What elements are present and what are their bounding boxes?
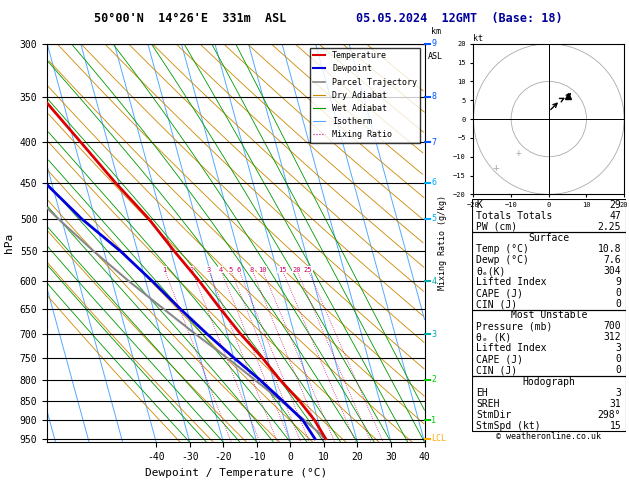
Text: 7.6: 7.6 <box>604 255 621 265</box>
Text: Temp (°C): Temp (°C) <box>476 244 529 254</box>
Text: 2: 2 <box>189 267 194 273</box>
Text: 8: 8 <box>431 92 436 101</box>
Text: 0: 0 <box>615 288 621 298</box>
Text: 304: 304 <box>604 266 621 276</box>
Text: +: + <box>516 148 521 158</box>
Text: Pressure (mb): Pressure (mb) <box>476 321 553 331</box>
Text: km: km <box>431 27 440 36</box>
Text: 5: 5 <box>431 214 436 223</box>
Text: 2.25: 2.25 <box>598 222 621 232</box>
Text: +: + <box>493 163 499 173</box>
Text: Hodograph: Hodograph <box>522 377 576 386</box>
Text: kt: kt <box>474 34 484 43</box>
Text: 5: 5 <box>228 267 233 273</box>
Text: 298°: 298° <box>598 410 621 419</box>
Text: 05.05.2024  12GMT  (Base: 18): 05.05.2024 12GMT (Base: 18) <box>356 12 562 25</box>
Text: CIN (J): CIN (J) <box>476 299 518 309</box>
Text: 3: 3 <box>431 330 436 339</box>
Text: 15: 15 <box>278 267 286 273</box>
X-axis label: Dewpoint / Temperature (°C): Dewpoint / Temperature (°C) <box>145 468 327 478</box>
Text: 4: 4 <box>218 267 223 273</box>
Text: EH: EH <box>476 387 488 398</box>
Text: 1: 1 <box>162 267 167 273</box>
Text: © weatheronline.co.uk: © weatheronline.co.uk <box>496 432 601 441</box>
Text: 3: 3 <box>615 387 621 398</box>
Text: CAPE (J): CAPE (J) <box>476 354 523 364</box>
Text: 6: 6 <box>237 267 241 273</box>
Text: 0: 0 <box>615 299 621 309</box>
Text: 31: 31 <box>610 399 621 409</box>
Text: StmDir: StmDir <box>476 410 511 419</box>
Text: 50°00'N  14°26'E  331m  ASL: 50°00'N 14°26'E 331m ASL <box>94 12 287 25</box>
Text: 8: 8 <box>250 267 254 273</box>
Text: 29: 29 <box>610 200 621 210</box>
Text: Lifted Index: Lifted Index <box>476 344 547 353</box>
Text: 6: 6 <box>431 178 436 187</box>
Text: K: K <box>476 200 482 210</box>
Text: StmSpd (kt): StmSpd (kt) <box>476 421 541 431</box>
Text: 4: 4 <box>431 277 436 286</box>
Text: Totals Totals: Totals Totals <box>476 211 553 221</box>
Text: Dewp (°C): Dewp (°C) <box>476 255 529 265</box>
Text: 9: 9 <box>615 277 621 287</box>
Text: 15: 15 <box>610 421 621 431</box>
Text: 3: 3 <box>206 267 211 273</box>
Text: Most Unstable: Most Unstable <box>511 310 587 320</box>
Text: 9: 9 <box>431 39 436 48</box>
Text: 7: 7 <box>431 138 436 147</box>
Text: ASL: ASL <box>428 52 443 61</box>
Text: CAPE (J): CAPE (J) <box>476 288 523 298</box>
Text: 20: 20 <box>292 267 301 273</box>
Legend: Temperature, Dewpoint, Parcel Trajectory, Dry Adiabat, Wet Adiabat, Isotherm, Mi: Temperature, Dewpoint, Parcel Trajectory… <box>309 48 420 142</box>
Bar <box>472 199 626 232</box>
Bar <box>472 232 626 310</box>
Text: PW (cm): PW (cm) <box>476 222 518 232</box>
Bar <box>472 376 626 431</box>
Text: 312: 312 <box>604 332 621 342</box>
Bar <box>472 310 626 376</box>
Text: 700: 700 <box>604 321 621 331</box>
Text: 2: 2 <box>431 375 436 384</box>
Text: 1: 1 <box>431 416 436 425</box>
Text: θₑ(K): θₑ(K) <box>476 266 506 276</box>
Text: 0: 0 <box>615 365 621 376</box>
Text: Surface: Surface <box>528 233 569 243</box>
Text: 25: 25 <box>304 267 312 273</box>
Text: LCL: LCL <box>431 434 446 443</box>
Text: 10: 10 <box>258 267 267 273</box>
Text: 47: 47 <box>610 211 621 221</box>
Text: θₑ (K): θₑ (K) <box>476 332 511 342</box>
Text: 0: 0 <box>615 354 621 364</box>
Text: SREH: SREH <box>476 399 500 409</box>
Text: 3: 3 <box>615 344 621 353</box>
Text: Mixing Ratio (g/kg): Mixing Ratio (g/kg) <box>438 195 447 291</box>
Text: CIN (J): CIN (J) <box>476 365 518 376</box>
Text: 10.8: 10.8 <box>598 244 621 254</box>
Text: Lifted Index: Lifted Index <box>476 277 547 287</box>
Y-axis label: hPa: hPa <box>4 233 14 253</box>
